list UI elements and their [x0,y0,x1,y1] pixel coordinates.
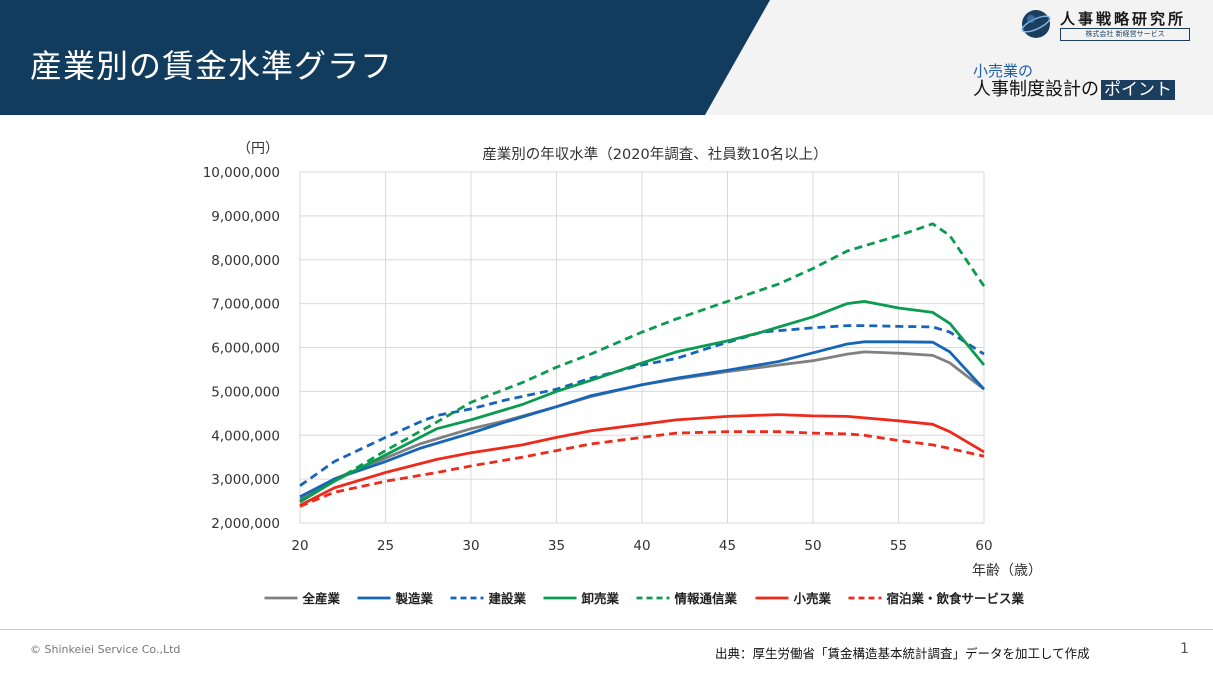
x-axis-label: 年齢（歳） [972,563,1042,579]
source-note: 出典：厚生労働省「賃金構造基本統計調査」データを加工して作成 [715,646,1090,661]
legend-item-情報通信業: 情報通信業 [636,591,738,606]
series-line-小売業 [299,413,985,507]
y-tick-label: 6,000,000 [211,341,280,357]
legend-item-製造業: 製造業 [357,591,434,606]
legend: 全産業 製造業 建設業 卸売業 情報通信業 小売業 宿泊業・飲食サービス業 [264,591,1025,606]
legend-label: 宿泊業・飲食サービス業 [887,591,1025,606]
header-band [0,0,1213,115]
subtitle-highlight: ポイント [1101,80,1175,100]
tick-layer: 2,000,000 3,000,000 4,000,000 5,000,000 6,00… [203,165,993,554]
globe-icon [1021,10,1051,38]
brand-name: 人事戦略研究所 [1060,10,1187,28]
y-tick-label: 4,000,000 [211,428,280,444]
x-tick-label: 50 [804,538,821,554]
line-chart: 2,000,000 3,000,000 4,000,000 5,000,000 6,00… [203,141,1042,606]
page-number: 1 [1180,641,1189,657]
legend-item-建設業: 建設業 [450,591,527,606]
brand-logo: 人事戦略研究所 株式会社 新経営サービス [1020,8,1195,44]
grid-layer [299,171,985,524]
x-tick-label: 55 [890,538,907,554]
legend-label: 情報通信業 [675,591,738,606]
legend-label: 製造業 [395,591,434,606]
subtitle-line2-prefix: 人事制度設計の [973,79,1099,100]
legend-label: 全産業 [302,591,341,606]
series-line-宿泊業・飲食サービス業 [299,430,985,508]
legend-item-宿泊業・飲食サービス業: 宿泊業・飲食サービス業 [848,591,1025,606]
y-tick-label: 9,000,000 [211,209,280,225]
y-tick-label: 2,000,000 [211,516,280,532]
chart-title: 産業別の年収水準（2020年調査、社員数10名以上） [482,146,827,163]
series-line-卸売業 [299,299,986,504]
copyright: © Shinkeiei Service Co.,Ltd [30,643,181,656]
y-tick-label: 3,000,000 [211,472,280,488]
legend-item-小売業: 小売業 [755,591,832,606]
x-tick-label: 35 [548,538,565,554]
legend-item-全産業: 全産業 [264,591,341,606]
legend-item-卸売業: 卸売業 [543,591,620,606]
y-tick-label: 5,000,000 [211,384,280,400]
x-tick-label: 40 [633,538,650,554]
x-tick-label: 20 [291,538,308,554]
brand-subname: 株式会社 新経営サービス [1060,28,1190,41]
series-line-建設業 [299,324,985,487]
y-tick-label: 7,000,000 [211,297,280,313]
slide-title: 産業別の賃金水準グラフ [30,47,394,85]
x-tick-label: 45 [719,538,736,554]
series-layer [299,222,986,508]
legend-label: 卸売業 [582,591,620,606]
series-line-製造業 [299,340,986,498]
x-tick-label: 60 [975,538,992,554]
y-tick-label: 8,000,000 [211,253,280,269]
x-tick-label: 25 [377,538,394,554]
y-axis-label: （円） [237,141,279,157]
subtitle-line1: 小売業の [973,62,1034,80]
footer-divider [0,629,1213,630]
subtitle-line2: 人事制度設計の ポイント [973,79,1175,101]
y-tick-label: 10,000,000 [203,165,280,181]
series-line-情報通信業 [299,222,986,503]
legend-label: 小売業 [793,591,832,606]
x-tick-label: 30 [462,538,479,554]
legend-label: 建設業 [489,591,527,606]
